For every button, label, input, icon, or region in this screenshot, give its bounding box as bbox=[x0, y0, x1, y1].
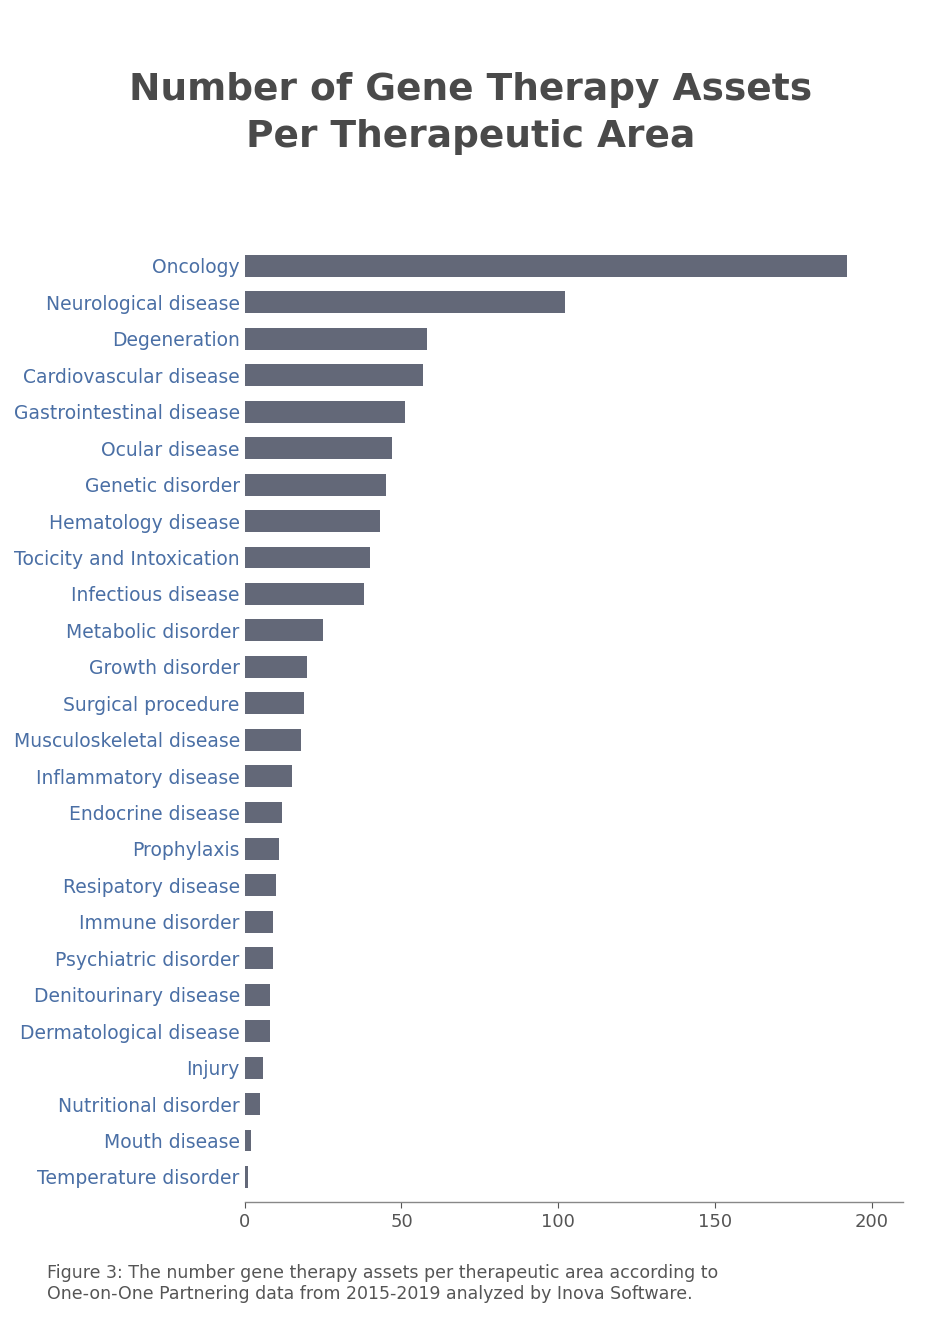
Bar bbox=[245, 1129, 251, 1152]
Bar bbox=[245, 401, 405, 422]
Text: Figure 3: The number gene therapy assets per therapeutic area according to
One-o: Figure 3: The number gene therapy assets… bbox=[47, 1264, 718, 1303]
Bar bbox=[245, 838, 279, 860]
Bar bbox=[245, 510, 379, 532]
Bar bbox=[245, 365, 423, 386]
Bar bbox=[245, 582, 364, 605]
Bar bbox=[245, 1166, 247, 1188]
Bar bbox=[245, 656, 308, 677]
Bar bbox=[245, 692, 304, 715]
Bar bbox=[245, 1093, 261, 1116]
Bar bbox=[245, 766, 292, 787]
Bar bbox=[245, 327, 426, 350]
Bar bbox=[245, 474, 386, 496]
Bar bbox=[245, 1021, 270, 1042]
Bar bbox=[245, 620, 323, 641]
Bar bbox=[245, 947, 273, 969]
Bar bbox=[245, 437, 392, 460]
Bar bbox=[245, 255, 847, 277]
Bar bbox=[245, 983, 270, 1006]
Bar bbox=[245, 546, 370, 568]
Bar bbox=[245, 1057, 263, 1078]
Bar bbox=[245, 291, 565, 314]
Bar bbox=[245, 911, 273, 933]
Bar bbox=[245, 802, 282, 823]
Text: Number of Gene Therapy Assets
Per Therapeutic Area: Number of Gene Therapy Assets Per Therap… bbox=[129, 72, 812, 155]
Bar bbox=[245, 728, 301, 751]
Bar bbox=[245, 875, 276, 896]
